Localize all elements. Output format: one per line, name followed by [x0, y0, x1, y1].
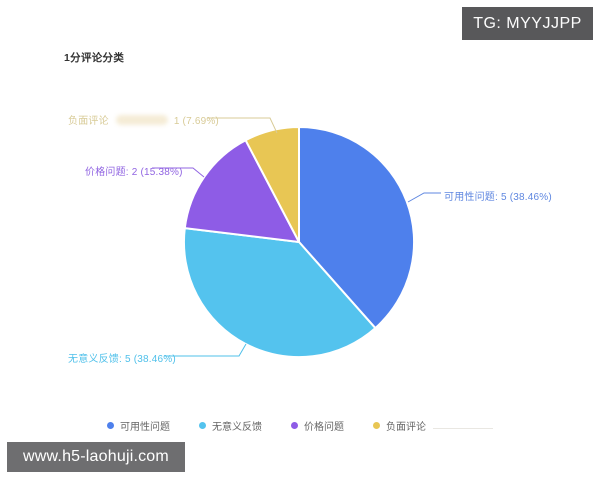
pie-label-price: 价格问题: 2 (15.38%) [85, 167, 183, 178]
legend-dot-icon [107, 421, 114, 429]
legend-dot-icon [291, 421, 298, 429]
leader-line-usability [407, 192, 441, 203]
pie-slice-0[interactable] [298, 126, 416, 330]
legend-dot-icon [373, 421, 380, 429]
pie-label-negative-prefix: 负面评论 [68, 116, 109, 127]
legend-dot-icon [199, 421, 206, 429]
legend-label: 无意义反馈 [212, 421, 262, 433]
legend-label: 价格问题 [304, 421, 344, 433]
leader-line-negative [207, 117, 278, 134]
pie-slice-3[interactable] [244, 126, 300, 243]
pie-label-usability: 可用性问题: 5 (38.46%) [444, 192, 552, 203]
pie-label-meaningless: 无意义反馈: 5 (38.46%) [68, 354, 176, 365]
legend-item-0[interactable]: 可用性问题 [107, 418, 170, 433]
legend-item-2[interactable]: 价格问题 [291, 418, 344, 433]
chart-title: 1分评论分类 [64, 52, 125, 64]
legend-label: 负面评论 [386, 421, 426, 433]
pie-slice-2[interactable] [183, 139, 300, 243]
leader-lines [152, 117, 441, 357]
leader-line-meaningless [164, 343, 247, 357]
pie-slices [182, 126, 416, 359]
legend: 可用性问题 无意义反馈 价格问题 负面评论 [0, 417, 600, 433]
pie-label-negative: 负面评论 1 (7.69%) [68, 112, 219, 127]
legend-item-3[interactable]: 负面评论 [373, 418, 426, 433]
redacted-blur-patch [115, 115, 168, 125]
legend-label: 可用性问题 [120, 421, 170, 433]
redacted-watermark-line [433, 427, 493, 429]
pie-label-negative-suffix: 1 (7.69%) [173, 116, 219, 127]
legend-item-1[interactable]: 无意义反馈 [199, 418, 262, 433]
leader-line-price [152, 167, 205, 178]
site-watermark: www.h5-laohuji.com [7, 442, 185, 472]
tg-badge: TG: MYYJJPP [462, 7, 593, 40]
